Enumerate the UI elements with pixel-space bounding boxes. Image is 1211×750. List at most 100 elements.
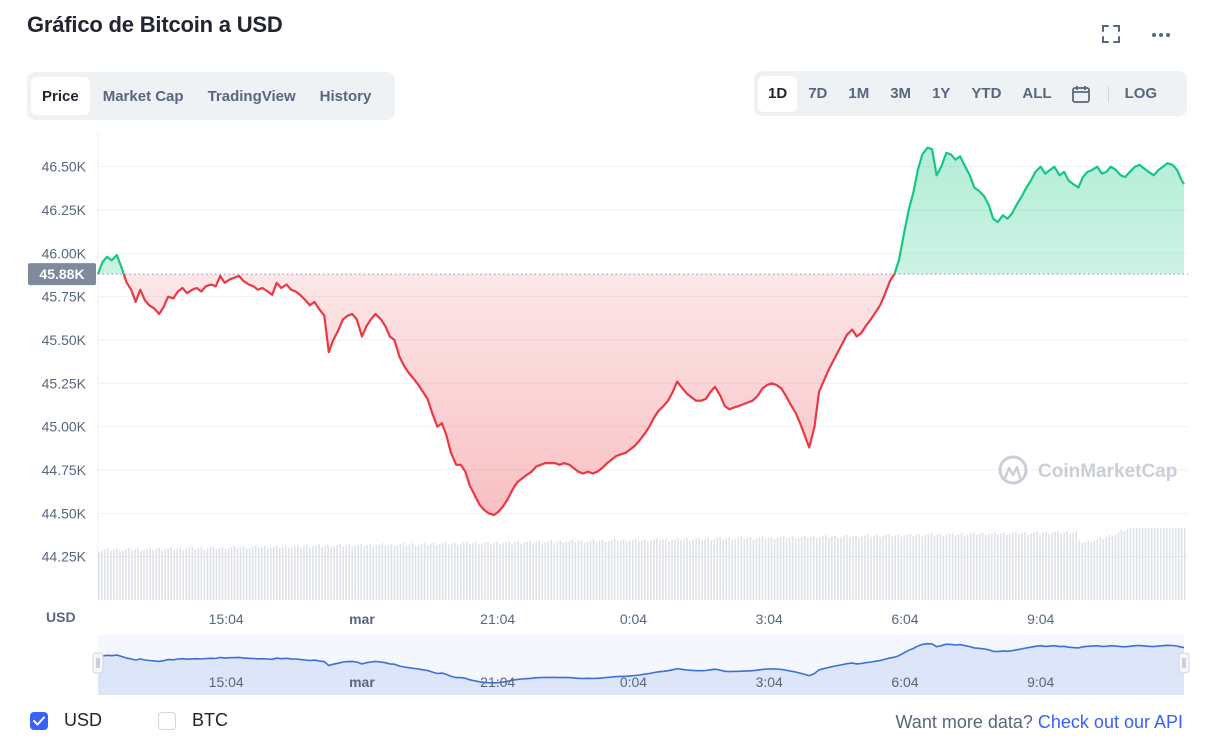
volume-bar [1075,531,1077,600]
tab-tradingview[interactable]: TradingView [207,87,296,105]
volume-bar [1177,528,1180,600]
volume-bar [924,535,927,600]
volume-bar [818,537,821,600]
volume-bar [203,549,206,600]
y-tick-label: 44.50K [42,505,87,521]
volume-bar [665,538,667,600]
volume-bar [487,541,489,600]
x-tick-label: 15:04 [209,611,244,627]
volume-bar [279,547,281,600]
volume-bar [987,534,990,600]
volume-bar [764,538,767,600]
volume-bar [707,537,709,600]
more-icon[interactable] [1147,20,1175,48]
volume-bar [1138,528,1141,600]
volume-bar [692,539,694,600]
volume-bar [713,539,715,600]
volume-bar [134,549,136,600]
volume-bar [122,550,124,600]
volume-bar [1105,536,1108,600]
volume-bar [466,541,468,600]
range-divider [1107,85,1109,102]
volume-bar [999,533,1002,600]
usd-checkbox[interactable] [30,711,48,730]
volume-bar [1018,534,1020,600]
range-7d[interactable]: 7D [808,85,828,102]
volume-bar [393,546,396,600]
volume-bar [357,544,360,600]
volume-bar [674,538,676,600]
volume-bar [586,541,589,600]
volume-bar [164,549,166,600]
volume-bar [659,540,661,600]
volume-bar [200,547,203,600]
volume-bar [873,535,875,600]
volume-bar [954,535,957,600]
volume-bar [354,545,357,600]
tab-history[interactable]: History [319,87,372,105]
volume-bar [1123,531,1126,600]
volume-bar [631,539,634,600]
calendar-icon[interactable] [1063,76,1099,112]
volume-bar [1084,541,1087,600]
volume-bar [942,535,945,600]
usd-label: USD [64,710,103,730]
volume-bar [372,546,375,600]
volume-bar [716,538,719,600]
range-all[interactable]: ALL [1022,85,1052,102]
baseline-tag: 45.88K [28,263,96,286]
volume-bar [481,543,483,600]
volume-bar [1184,528,1186,600]
x-axis: 15:04 mar 21:04 0:04 3:04 6:04 9:04 [209,611,1055,627]
fullscreen-icon[interactable] [1097,20,1125,48]
volume-bar [616,541,619,600]
volume-bar [598,540,601,600]
range-1y[interactable]: 1Y [932,85,951,102]
volume-bar [927,534,930,600]
volume-bar [695,538,697,600]
tab-price[interactable]: Price [31,77,90,115]
volume-bar [221,546,224,600]
range-1d[interactable]: 1D [758,75,798,112]
volume-bar [239,547,242,600]
volume-bar [547,541,550,600]
volume-bar [101,550,103,600]
volume-bar [803,535,806,600]
volume-bar [553,542,556,600]
range-3m[interactable]: 3M [890,85,912,102]
navigator-tick-label: 0:04 [620,674,647,690]
volume-bar [710,540,712,600]
volume-bar [815,538,818,600]
volume-bar [761,536,764,600]
volume-bar [912,536,915,600]
range-ytd[interactable]: YTD [971,85,1002,102]
volume-bar [704,538,706,600]
volume-bar [791,536,794,600]
y-axis-unit: USD [46,609,76,625]
volume-bar [423,542,426,600]
volume-bar [303,546,305,600]
watermark-text: CoinMarketCap [1038,461,1177,482]
volume-bar [282,546,284,600]
volume-bar [1027,534,1029,600]
btc-checkbox[interactable] [158,711,177,730]
api-link[interactable]: Check out our API [1037,712,1183,732]
volume-bar [300,547,302,600]
volume-bar [535,541,538,600]
volume-bar [405,545,408,600]
volume-bar [668,541,670,600]
volume-bar [834,535,836,600]
tab-market-cap[interactable]: Market Cap [102,87,184,105]
volume-bar [1180,528,1183,600]
volume-bar [641,540,643,600]
volume-bar [915,534,918,600]
volume-bar [345,545,347,600]
volume-bar [719,537,722,600]
volume-bar [686,538,688,600]
volume-bar [447,544,450,600]
range-1m[interactable]: 1M [848,85,870,102]
log-toggle[interactable]: LOG [1124,85,1158,102]
volume-bar [930,533,933,600]
volume-bar [1015,531,1017,600]
volume-bar [342,546,344,600]
